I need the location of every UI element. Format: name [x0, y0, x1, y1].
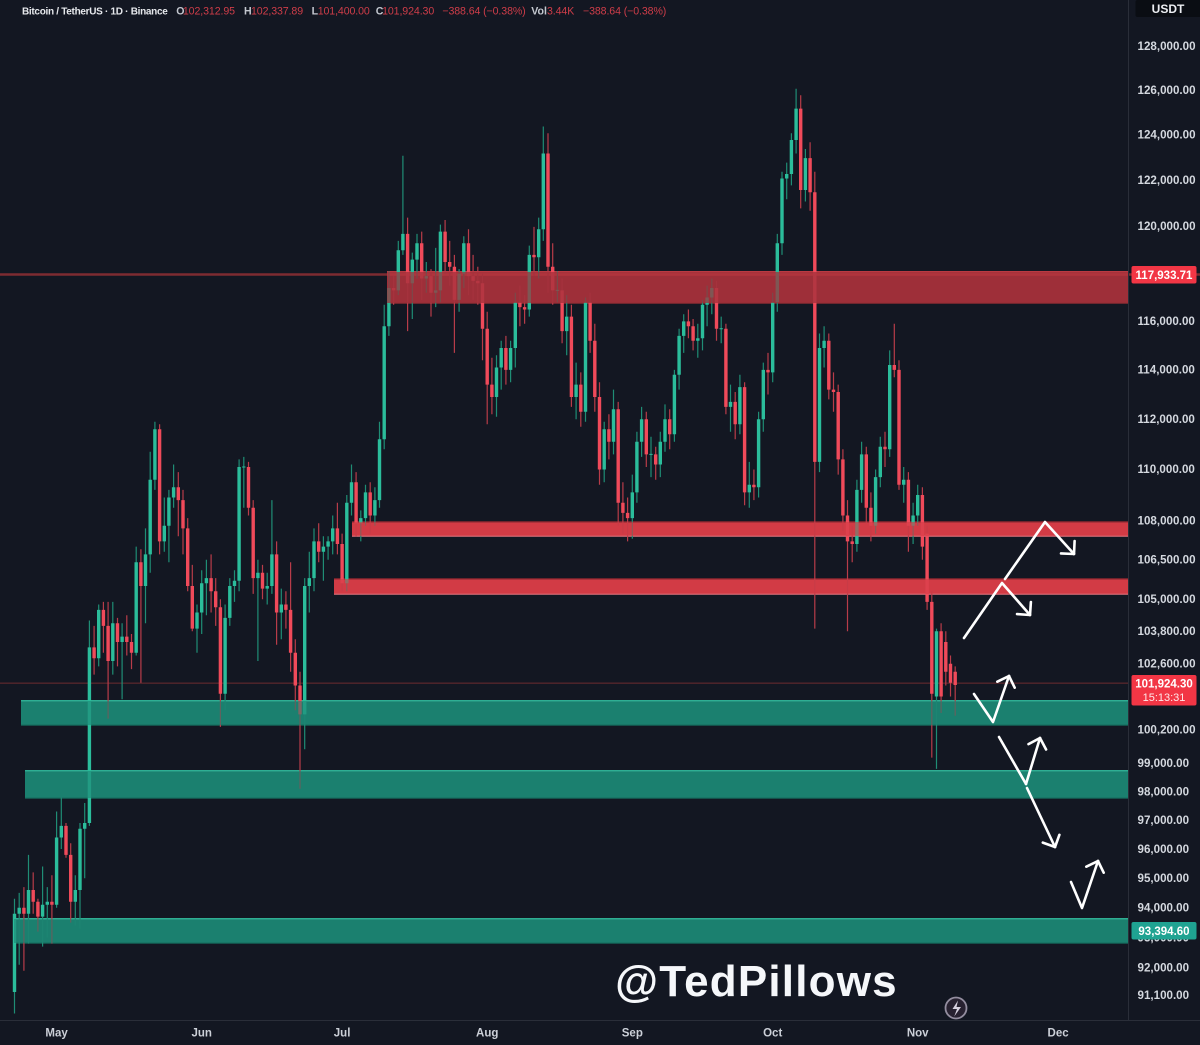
svg-text:116,000.00: 116,000.00	[1138, 315, 1195, 328]
svg-text:Bitcoin / TetherUS · 1D · Bina: Bitcoin / TetherUS · 1D · Binance	[22, 7, 168, 18]
svg-text:95,000.00: 95,000.00	[1138, 872, 1190, 885]
svg-text:117,933.71: 117,933.71	[1136, 270, 1194, 282]
svg-text:99,000.00: 99,000.00	[1138, 757, 1190, 770]
svg-text:105,000.00: 105,000.00	[1138, 593, 1196, 606]
svg-text:Oct: Oct	[763, 1028, 782, 1040]
svg-text:108,000.00: 108,000.00	[1138, 514, 1196, 527]
svg-text:May: May	[45, 1028, 68, 1040]
svg-text:C: C	[376, 6, 384, 18]
svg-text:L: L	[312, 6, 319, 18]
svg-text:Sep: Sep	[622, 1028, 643, 1040]
svg-text:101,924.30: 101,924.30	[1135, 679, 1193, 691]
svg-text:106,500.00: 106,500.00	[1138, 553, 1196, 566]
svg-text:101,400.00: 101,400.00	[318, 6, 370, 18]
svg-text:H: H	[244, 6, 252, 18]
svg-text:128,000.00: 128,000.00	[1138, 40, 1196, 53]
svg-text:94,000.00: 94,000.00	[1138, 902, 1190, 915]
svg-text:103,800.00: 103,800.00	[1138, 625, 1196, 638]
svg-text:100,200.00: 100,200.00	[1138, 724, 1196, 737]
svg-text:102,312.95: 102,312.95	[183, 6, 235, 18]
svg-text:USDT: USDT	[1152, 2, 1185, 16]
svg-text:110,000.00: 110,000.00	[1138, 463, 1195, 476]
svg-text:101,924.30: 101,924.30	[382, 6, 434, 18]
svg-text:96,000.00: 96,000.00	[1138, 843, 1190, 856]
svg-text:98,000.00: 98,000.00	[1138, 785, 1190, 798]
svg-text:−388.64 (−0.38%): −388.64 (−0.38%)	[583, 6, 666, 18]
svg-text:120,000.00: 120,000.00	[1138, 220, 1196, 233]
svg-text:15:13:31: 15:13:31	[1143, 692, 1186, 704]
svg-text:122,000.00: 122,000.00	[1138, 174, 1196, 187]
svg-text:91,100.00: 91,100.00	[1138, 989, 1190, 1002]
svg-text:102,600.00: 102,600.00	[1138, 657, 1196, 670]
svg-text:124,000.00: 124,000.00	[1138, 129, 1196, 142]
svg-text:O: O	[176, 6, 184, 18]
svg-text:Dec: Dec	[1048, 1028, 1070, 1040]
svg-text:93,394.60: 93,394.60	[1138, 926, 1189, 938]
svg-text:92,000.00: 92,000.00	[1138, 962, 1190, 975]
svg-text:97,000.00: 97,000.00	[1138, 814, 1190, 827]
svg-text:3.44K: 3.44K	[547, 6, 574, 18]
svg-text:@TedPillows: @TedPillows	[615, 957, 898, 1006]
svg-text:Nov: Nov	[907, 1028, 929, 1040]
svg-text:Vol: Vol	[531, 6, 547, 18]
svg-text:−388.64 (−0.38%): −388.64 (−0.38%)	[442, 6, 525, 18]
svg-text:Jun: Jun	[191, 1028, 211, 1040]
svg-text:112,000.00: 112,000.00	[1138, 413, 1195, 426]
svg-text:Jul: Jul	[334, 1028, 351, 1040]
svg-text:114,000.00: 114,000.00	[1138, 363, 1195, 376]
svg-text:102,337.89: 102,337.89	[251, 6, 303, 18]
svg-text:Aug: Aug	[476, 1028, 498, 1040]
svg-text:126,000.00: 126,000.00	[1138, 84, 1196, 97]
